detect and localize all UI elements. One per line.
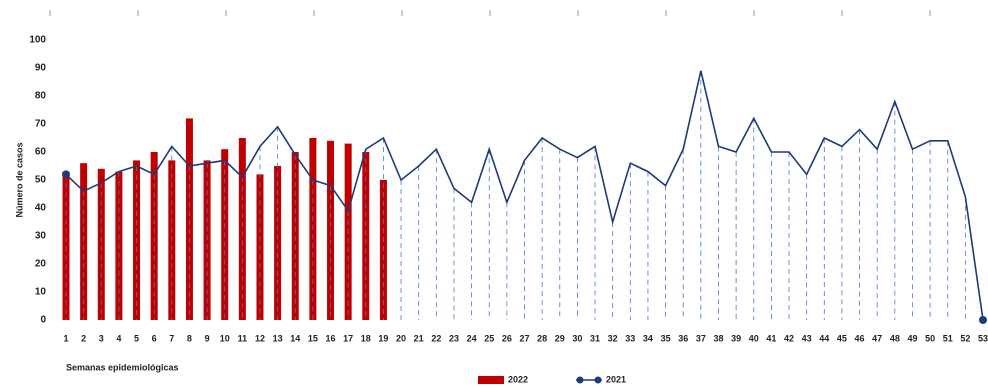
x-tick-label: 50 (925, 333, 935, 343)
x-tick-label: 16 (326, 333, 336, 343)
x-axis-label: Semanas epidemiológicas (66, 362, 179, 372)
y-tick-label: 20 (35, 259, 47, 270)
bar (362, 152, 370, 320)
y-tick-label: 50 (35, 175, 47, 186)
x-tick-label: 15 (308, 333, 318, 343)
x-tick-label: 13 (273, 333, 283, 343)
x-tick-label: 2 (81, 333, 86, 343)
x-tick-label: 23 (449, 333, 459, 343)
x-tick-label: 41 (766, 333, 776, 343)
x-tick-label: 51 (943, 333, 953, 343)
legend-label: 2022 (508, 374, 528, 384)
x-tick-label: 29 (555, 333, 565, 343)
x-tick-label: 3 (99, 333, 104, 343)
bar (150, 152, 158, 320)
x-tick-label: 40 (749, 333, 759, 343)
bar (97, 168, 105, 320)
x-tick-label: 30 (572, 333, 582, 343)
x-tick-label: 18 (361, 333, 371, 343)
bar (327, 140, 335, 320)
x-tick-label: 14 (290, 333, 300, 343)
bar (274, 166, 282, 320)
y-tick-label: 0 (40, 315, 46, 326)
line-marker (62, 170, 70, 179)
x-tick-label: 52 (960, 333, 970, 343)
x-tick-label: 38 (713, 333, 723, 343)
x-tick-label: 31 (590, 333, 600, 343)
x-tick-label: 43 (802, 333, 812, 343)
y-axis-label: Número de casos (14, 142, 24, 217)
x-tick-label: 39 (731, 333, 741, 343)
y-tick-label: 40 (35, 203, 47, 214)
x-tick-label: 42 (784, 333, 794, 343)
bar (185, 118, 193, 321)
y-tick-label: 30 (35, 231, 47, 242)
x-tick-label: 26 (502, 333, 512, 343)
x-tick-label: 19 (378, 333, 388, 343)
x-tick-label: 35 (661, 333, 671, 343)
x-tick-label: 34 (643, 333, 653, 343)
x-tick-label: 45 (837, 333, 847, 343)
bar (80, 163, 88, 320)
legend-label: 2021 (606, 374, 626, 384)
x-tick-label: 17 (343, 333, 353, 343)
x-tick-label: 27 (519, 333, 529, 343)
x-tick-label: 28 (537, 333, 547, 343)
x-tick-label: 32 (608, 333, 618, 343)
x-tick-label: 48 (890, 333, 900, 343)
y-tick-label: 100 (29, 35, 46, 46)
bar (62, 171, 70, 320)
y-tick-label: 80 (35, 91, 47, 102)
line (65, 70, 984, 321)
y-tick-label: 70 (35, 119, 47, 130)
bar (238, 138, 246, 320)
x-tick-label: 21 (414, 333, 424, 343)
top-decoration (49, 10, 931, 16)
x-tick-label: 49 (907, 333, 917, 343)
x-tick-label: 24 (467, 333, 477, 343)
y-tick-label: 60 (35, 147, 47, 158)
y-tick-label: 10 (35, 287, 47, 298)
x-tick-label: 37 (696, 333, 706, 343)
x-tick-label: 44 (819, 333, 829, 343)
x-tick-label: 6 (152, 333, 157, 343)
x-tick-label: 5 (134, 333, 139, 343)
x-tick-label: 22 (431, 333, 441, 343)
x-tick-label: 20 (396, 333, 406, 343)
x-tick-label: 11 (238, 333, 248, 343)
legend-swatch (594, 376, 602, 384)
x-tick-label: 4 (116, 333, 121, 343)
x-tick-label: 12 (255, 333, 265, 343)
x-tick-label: 46 (855, 333, 865, 343)
legend-swatch (576, 376, 584, 384)
y-tick-label: 90 (35, 63, 47, 74)
x-tick-label: 53 (978, 333, 988, 343)
x-tick-label: 10 (220, 333, 230, 343)
x-tick-label: 47 (872, 333, 882, 343)
x-tick-label: 7 (169, 333, 174, 343)
x-tick-label: 25 (484, 333, 494, 343)
x-tick-label: 9 (205, 333, 210, 343)
line-marker (979, 316, 987, 324)
x-tick-label: 8 (187, 333, 192, 343)
x-tick-label: 33 (625, 333, 635, 343)
x-tick-label: 1 (63, 333, 68, 343)
x-tick-label: 36 (678, 333, 688, 343)
legend-swatch (478, 376, 504, 384)
